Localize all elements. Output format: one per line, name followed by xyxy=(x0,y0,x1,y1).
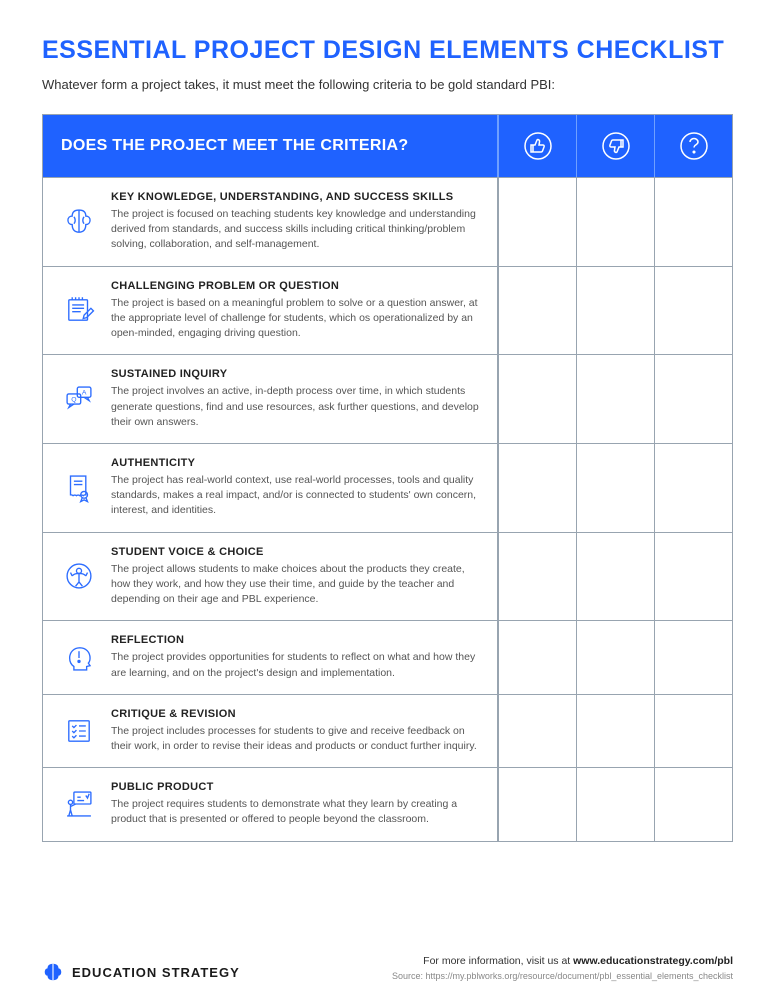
thumbs-down-icon xyxy=(576,115,654,177)
check-cell[interactable] xyxy=(576,621,654,693)
check-cell[interactable] xyxy=(654,621,732,693)
question-icon xyxy=(654,115,732,177)
row-description: The project has real-world context, use … xyxy=(111,473,481,519)
row-main-cell: AUTHENTICITY The project has real-world c… xyxy=(43,444,498,532)
table-row: QA SUSTAINED INQUIRY The project involves … xyxy=(43,354,732,443)
row-main-cell: QA SUSTAINED INQUIRY The project involves … xyxy=(43,355,498,443)
table-row: CHALLENGING PROBLEM OR QUESTION The proje… xyxy=(43,266,732,355)
check-cell[interactable] xyxy=(576,444,654,532)
row-title: AUTHENTICITY xyxy=(111,457,481,469)
check-cell[interactable] xyxy=(576,178,654,266)
table-row: AUTHENTICITY The project has real-world c… xyxy=(43,443,732,532)
check-cell[interactable] xyxy=(498,533,576,621)
info-prefix: For more information, visit us at xyxy=(423,955,573,967)
info-url: www.educationstrategy.com/pbl xyxy=(573,955,733,967)
row-title: CHALLENGING PROBLEM OR QUESTION xyxy=(111,280,481,292)
source-url: https://my.pblworks.org/resource/documen… xyxy=(426,971,733,981)
check-cell[interactable] xyxy=(654,533,732,621)
row-description: The project requires students to demonst… xyxy=(111,797,481,827)
check-cell[interactable] xyxy=(498,178,576,266)
table-header-title: DOES THE PROJECT MEET THE CRITERIA? xyxy=(43,115,498,177)
row-description: The project includes processes for stude… xyxy=(111,724,481,754)
row-description: The project provides opportunities for s… xyxy=(111,650,481,680)
row-text: CHALLENGING PROBLEM OR QUESTION The proje… xyxy=(101,280,481,342)
row-main-cell: KEY KNOWLEDGE, UNDERSTANDING, AND SUCCES… xyxy=(43,178,498,266)
row-text: STUDENT VOICE & CHOICE The project allows… xyxy=(101,546,481,608)
footer-info: For more information, visit us at www.ed… xyxy=(392,954,733,983)
page-container: ESSENTIAL PROJECT DESIGN ELEMENTS CHECKL… xyxy=(0,0,775,1003)
check-cell[interactable] xyxy=(576,695,654,767)
brain-icon xyxy=(57,191,101,253)
notepad-pencil-icon xyxy=(57,280,101,342)
criteria-table: DOES THE PROJECT MEET THE CRITERIA? xyxy=(42,114,733,842)
table-row: REFLECTION The project provides opportuni… xyxy=(43,620,732,693)
row-text: SUSTAINED INQUIRY The project involves an… xyxy=(101,368,481,430)
check-cell[interactable] xyxy=(576,267,654,355)
check-cell[interactable] xyxy=(498,768,576,840)
table-row: KEY KNOWLEDGE, UNDERSTANDING, AND SUCCES… xyxy=(43,177,732,266)
check-cell[interactable] xyxy=(654,178,732,266)
check-cell[interactable] xyxy=(498,444,576,532)
row-text: PUBLIC PRODUCT The project requires stude… xyxy=(101,781,481,827)
table-row: CRITIQUE & REVISION The project includes … xyxy=(43,694,732,767)
row-main-cell: CHALLENGING PROBLEM OR QUESTION The proje… xyxy=(43,267,498,355)
table-row: PUBLIC PRODUCT The project requires stude… xyxy=(43,767,732,840)
thumbs-up-icon xyxy=(498,115,576,177)
check-cell[interactable] xyxy=(576,355,654,443)
table-header-row: DOES THE PROJECT MEET THE CRITERIA? xyxy=(43,115,732,177)
person-arms-up-icon xyxy=(57,546,101,608)
row-title: SUSTAINED INQUIRY xyxy=(111,368,481,380)
page-title: ESSENTIAL PROJECT DESIGN ELEMENTS CHECKL… xyxy=(42,36,733,65)
checklist-icon xyxy=(57,708,101,754)
check-cell[interactable] xyxy=(498,355,576,443)
qa-bubbles-icon: QA xyxy=(57,368,101,430)
row-title: CRITIQUE & REVISION xyxy=(111,708,481,720)
row-main-cell: REFLECTION The project provides opportuni… xyxy=(43,621,498,693)
brain-logo-icon xyxy=(42,961,64,983)
check-cell[interactable] xyxy=(654,355,732,443)
svg-text:Q: Q xyxy=(71,397,76,404)
check-cell[interactable] xyxy=(654,768,732,840)
row-title: PUBLIC PRODUCT xyxy=(111,781,481,793)
check-cell[interactable] xyxy=(498,267,576,355)
row-main-cell: CRITIQUE & REVISION The project includes … xyxy=(43,695,498,767)
head-exclaim-icon xyxy=(57,634,101,680)
row-title: KEY KNOWLEDGE, UNDERSTANDING, AND SUCCES… xyxy=(111,191,481,203)
brand-logo: EDUCATION STRATEGY xyxy=(42,961,240,983)
check-cell[interactable] xyxy=(576,768,654,840)
certificate-icon xyxy=(57,457,101,519)
brand-name: EDUCATION STRATEGY xyxy=(72,965,240,980)
presentation-icon xyxy=(57,781,101,827)
source-prefix: Source: xyxy=(392,971,426,981)
table-row: STUDENT VOICE & CHOICE The project allows… xyxy=(43,532,732,621)
row-title: REFLECTION xyxy=(111,634,481,646)
row-description: The project is based on a meaningful pro… xyxy=(111,296,481,342)
svg-text:A: A xyxy=(82,390,87,397)
row-text: AUTHENTICITY The project has real-world c… xyxy=(101,457,481,519)
check-cell[interactable] xyxy=(498,695,576,767)
row-main-cell: STUDENT VOICE & CHOICE The project allows… xyxy=(43,533,498,621)
page-subtitle: Whatever form a project takes, it must m… xyxy=(42,77,733,92)
row-text: KEY KNOWLEDGE, UNDERSTANDING, AND SUCCES… xyxy=(101,191,481,253)
row-description: The project allows students to make choi… xyxy=(111,562,481,608)
row-description: The project involves an active, in-depth… xyxy=(111,384,481,430)
row-main-cell: PUBLIC PRODUCT The project requires stude… xyxy=(43,768,498,840)
row-text: CRITIQUE & REVISION The project includes … xyxy=(101,708,481,754)
row-title: STUDENT VOICE & CHOICE xyxy=(111,546,481,558)
page-footer: EDUCATION STRATEGY For more information,… xyxy=(42,938,733,983)
check-cell[interactable] xyxy=(654,695,732,767)
row-text: REFLECTION The project provides opportuni… xyxy=(101,634,481,680)
check-cell[interactable] xyxy=(498,621,576,693)
check-cell[interactable] xyxy=(654,444,732,532)
row-description: The project is focused on teaching stude… xyxy=(111,207,481,253)
check-cell[interactable] xyxy=(576,533,654,621)
check-cell[interactable] xyxy=(654,267,732,355)
